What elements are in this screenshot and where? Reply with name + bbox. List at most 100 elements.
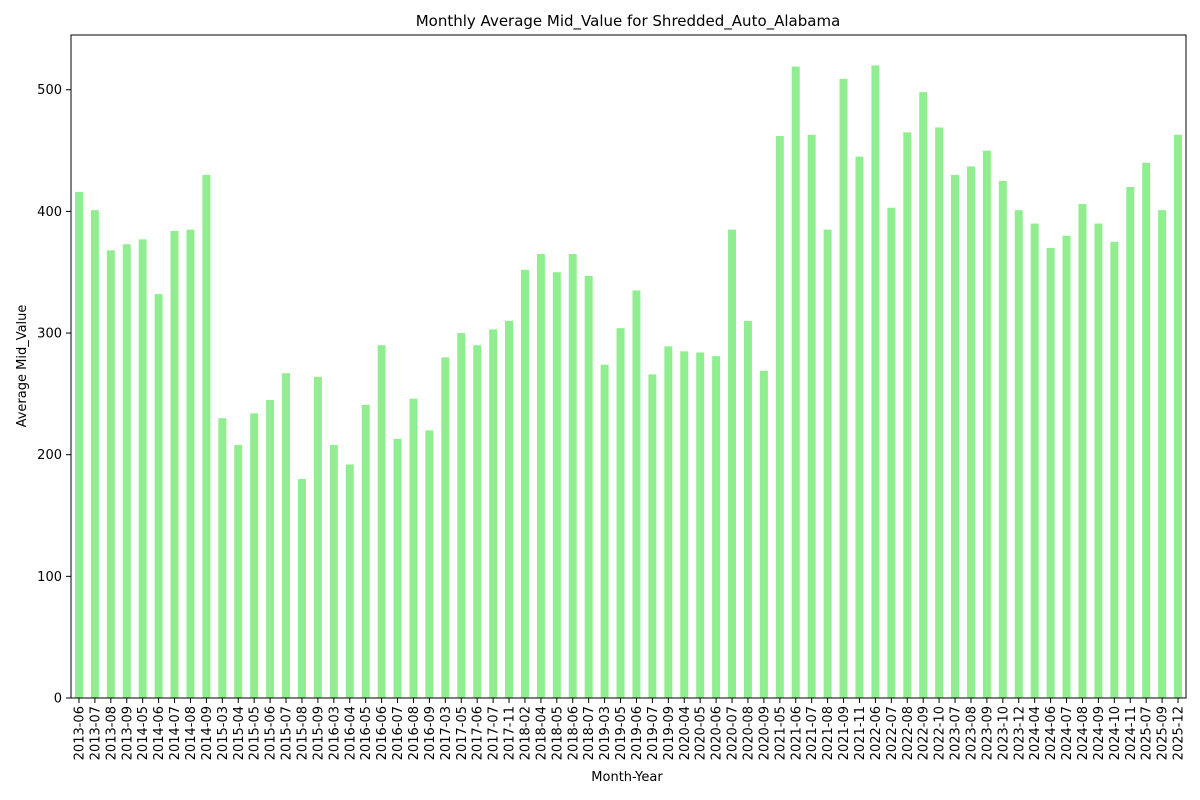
- y-tick-label: 400: [37, 205, 62, 220]
- bar-2022-06: [871, 65, 880, 698]
- bar-2015-05: [250, 413, 259, 698]
- bar-2017-03: [441, 357, 450, 698]
- bar-2013-09: [122, 244, 131, 699]
- bar-2021-09: [839, 78, 848, 699]
- bar-2014-05: [138, 239, 147, 698]
- bar-2015-09: [313, 376, 322, 698]
- x-tick-label: 2021-05: [773, 706, 788, 760]
- x-tick-label: 2013-08: [104, 706, 119, 760]
- x-tick-label: 2022-08: [901, 706, 916, 760]
- bar-2018-04: [536, 253, 545, 698]
- bar-2019-05: [616, 328, 625, 698]
- bar-2019-09: [664, 346, 673, 698]
- x-tick-label: 2020-06: [710, 706, 725, 760]
- bar-2023-09: [982, 150, 991, 698]
- y-tick-label: 300: [37, 327, 62, 342]
- x-tick-label: 2024-07: [1060, 706, 1075, 760]
- bar-2023-12: [1014, 210, 1023, 698]
- bar-2017-05: [457, 333, 466, 698]
- x-axis: 2013-06 2013-07 2013-08 2013-09 2014-05 2014-…: [72, 698, 1187, 760]
- x-axis-label: Month-Year: [591, 770, 663, 785]
- x-tick-label: 2015-06: [264, 706, 279, 760]
- x-tick-label: 2018-07: [582, 706, 597, 760]
- bar-2014-08: [186, 229, 195, 698]
- x-tick-label: 2025-09: [1156, 706, 1171, 760]
- bar-2024-11: [1126, 187, 1135, 698]
- bar-2021-08: [823, 229, 832, 698]
- x-tick-label: 2013-07: [88, 706, 103, 760]
- bar-2018-05: [552, 272, 561, 698]
- y-axis-label: Average Mid_Value: [15, 305, 30, 428]
- bar-2017-06: [473, 345, 482, 698]
- x-tick-label: 2019-03: [598, 706, 613, 760]
- bar-2013-08: [106, 250, 115, 698]
- bar-2022-07: [887, 207, 896, 699]
- x-tick-label: 2020-04: [678, 706, 693, 760]
- x-tick-label: 2024-08: [1076, 706, 1091, 760]
- bar-2023-07: [951, 174, 960, 698]
- bar-2025-07: [1142, 162, 1151, 699]
- x-tick-label: 2025-07: [1140, 706, 1155, 760]
- x-tick-label: 2016-05: [359, 706, 374, 760]
- bar-2013-06: [74, 191, 83, 698]
- x-tick-label: 2020-07: [726, 706, 741, 760]
- bar-2023-10: [998, 180, 1007, 699]
- bar-2014-09: [202, 174, 211, 698]
- bar-2020-04: [680, 351, 689, 698]
- x-tick-label: 2023-12: [1012, 706, 1027, 760]
- y-axis: 0 100 200 300 400 500: [37, 83, 71, 707]
- bar-2024-08: [1078, 204, 1087, 698]
- bar-2025-12: [1174, 134, 1183, 698]
- bar-2022-08: [903, 132, 912, 698]
- x-tick-label: 2020-05: [694, 706, 709, 760]
- x-tick-label: 2022-07: [885, 706, 900, 760]
- x-tick-label: 2022-10: [933, 706, 948, 760]
- bar-2020-05: [696, 352, 705, 698]
- x-tick-label: 2016-04: [343, 706, 358, 760]
- plot-area: [70, 34, 1187, 699]
- bar-2023-08: [966, 166, 975, 698]
- x-tick-label: 2019-09: [662, 706, 677, 760]
- x-tick-label: 2015-09: [311, 706, 326, 760]
- bar-2016-06: [377, 345, 386, 698]
- x-tick-label: 2017-05: [455, 706, 470, 760]
- y-tick-label: 500: [37, 83, 62, 98]
- bar-2021-07: [807, 134, 816, 698]
- y-tick-label: 0: [54, 692, 62, 707]
- bar-2016-09: [425, 430, 434, 698]
- bar-2020-06: [712, 356, 721, 698]
- bar-2017-11: [505, 320, 514, 698]
- x-tick-label: 2022-06: [869, 706, 884, 760]
- chart-title: Monthly Average Mid_Value for Shredded_A…: [416, 12, 841, 31]
- bar-2020-07: [728, 229, 737, 698]
- x-tick-label: 2017-03: [439, 706, 454, 760]
- x-tick-label: 2013-06: [72, 706, 87, 760]
- x-tick-label: 2024-11: [1124, 706, 1139, 760]
- x-tick-label: 2024-10: [1108, 706, 1123, 760]
- x-tick-label: 2021-11: [853, 706, 868, 760]
- bar-2015-08: [297, 479, 306, 698]
- bar-2015-04: [234, 444, 243, 698]
- bar-2019-07: [648, 374, 657, 698]
- x-tick-label: 2022-09: [917, 706, 932, 760]
- x-tick-label: 2023-08: [964, 706, 979, 760]
- x-tick-label: 2017-07: [487, 706, 502, 760]
- bar-2018-02: [520, 269, 529, 698]
- bar-2019-06: [632, 290, 641, 698]
- plot-frame: [70, 34, 1187, 699]
- bar-2024-10: [1110, 241, 1119, 698]
- x-tick-label: 2021-07: [805, 706, 820, 760]
- x-tick-label: 2019-05: [614, 706, 629, 760]
- x-tick-label: 2014-05: [136, 706, 151, 760]
- x-tick-label: 2016-03: [327, 706, 342, 760]
- bar-2016-04: [345, 464, 354, 698]
- bar-2016-08: [409, 398, 418, 698]
- x-tick-label: 2015-05: [248, 706, 263, 760]
- bar-2013-07: [90, 210, 99, 698]
- x-tick-label: 2025-12: [1172, 706, 1187, 760]
- x-tick-label: 2024-04: [1028, 706, 1043, 760]
- x-tick-label: 2023-07: [949, 706, 964, 760]
- x-tick-label: 2013-09: [120, 706, 135, 760]
- x-tick-label: 2016-08: [407, 706, 422, 760]
